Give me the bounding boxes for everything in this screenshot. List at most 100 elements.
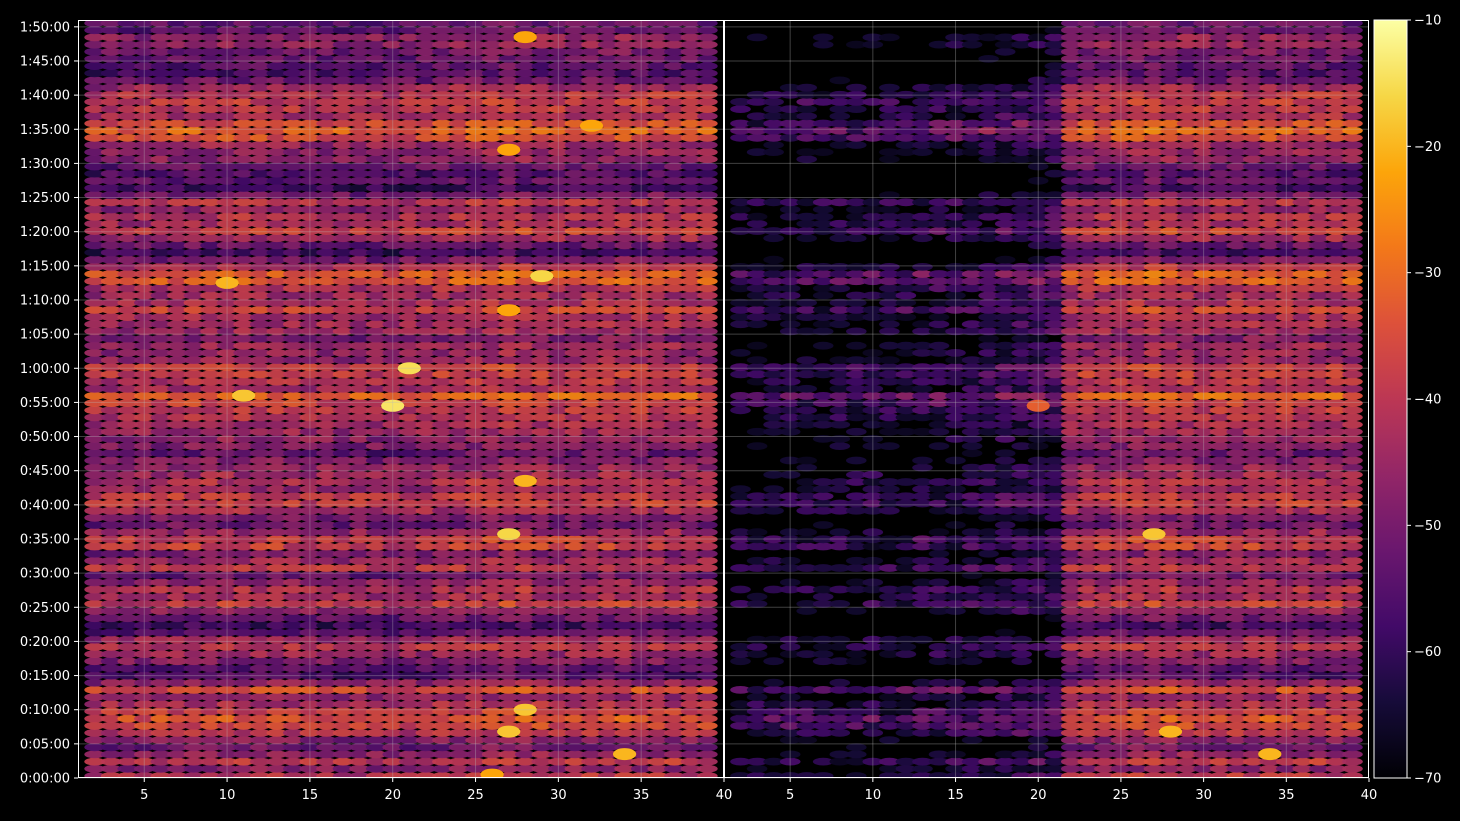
heat-cell — [697, 392, 718, 400]
heat-cell — [697, 593, 718, 601]
heat-cell — [1342, 665, 1363, 673]
heat-cell — [697, 306, 718, 314]
heat-cell — [1342, 758, 1363, 766]
heat-cell — [846, 657, 867, 665]
heat-cell — [747, 600, 768, 608]
heat-cell — [747, 693, 768, 701]
heat-cell — [697, 227, 718, 235]
heat-cell — [962, 657, 983, 665]
hot-spot — [232, 390, 255, 402]
heat-cell — [697, 62, 718, 70]
heat-cell — [697, 600, 718, 608]
heat-cell — [1342, 622, 1363, 630]
heat-cell — [697, 758, 718, 766]
heat-cell — [1342, 657, 1363, 665]
heat-cell — [830, 636, 851, 644]
heat-cell — [730, 586, 751, 594]
heat-cell — [1342, 686, 1363, 694]
heat-cell — [846, 650, 867, 658]
hot-spot — [530, 270, 553, 282]
heat-cell — [697, 206, 718, 214]
heat-cell — [813, 593, 834, 601]
heat-cell — [697, 729, 718, 737]
heat-cell — [1342, 650, 1363, 658]
heat-cell — [1011, 657, 1032, 665]
heat-cell — [697, 342, 718, 350]
heat-cell — [796, 607, 817, 615]
heat-cell — [747, 650, 768, 658]
heat-cell — [697, 34, 718, 42]
heat-cell — [697, 399, 718, 407]
heat-cell — [747, 765, 768, 773]
heat-cell — [1342, 571, 1363, 579]
heat-cell — [697, 26, 718, 34]
heat-cell — [697, 571, 718, 579]
heat-cell — [697, 665, 718, 673]
heat-cell — [697, 751, 718, 759]
heat-cell — [896, 700, 917, 708]
heat-cell — [747, 643, 768, 651]
heat-cell — [697, 184, 718, 192]
heat-cell — [697, 234, 718, 242]
heat-cell — [697, 557, 718, 565]
heat-cell — [697, 514, 718, 522]
heat-cell — [1342, 600, 1363, 608]
heat-cell — [697, 492, 718, 500]
heat-cell — [1342, 736, 1363, 744]
heat-cell — [697, 141, 718, 149]
heat-cell — [697, 170, 718, 178]
heat-cell — [697, 363, 718, 371]
hot-spot — [613, 748, 636, 760]
heat-cell — [697, 84, 718, 92]
heat-cell — [1342, 579, 1363, 587]
hot-spot — [497, 144, 520, 156]
heat-cell — [1342, 729, 1363, 737]
heat-cell — [697, 686, 718, 694]
heat-cell — [978, 550, 999, 558]
heat-cell — [697, 270, 718, 278]
heat-cell — [697, 629, 718, 637]
heat-cell — [697, 256, 718, 264]
heat-cell — [697, 155, 718, 163]
heat-cell — [1342, 557, 1363, 565]
hot-spot — [497, 528, 520, 540]
heat-cell — [697, 722, 718, 730]
heat-cell — [697, 507, 718, 515]
heat-cell — [697, 177, 718, 185]
heat-cell — [1342, 550, 1363, 558]
heat-cell — [879, 736, 900, 744]
heat-cell — [1342, 614, 1363, 622]
heat-cell — [697, 736, 718, 744]
heat-cell — [697, 292, 718, 300]
heat-cell — [697, 743, 718, 751]
heat-cell — [1011, 650, 1032, 658]
heat-cell — [697, 586, 718, 594]
hot-spot — [514, 475, 537, 487]
heat-cell — [813, 772, 834, 780]
heat-cell — [697, 471, 718, 479]
heat-cell — [763, 657, 784, 665]
heat-cell — [697, 607, 718, 615]
heat-cell — [813, 700, 834, 708]
right-panel — [730, 19, 1363, 780]
heat-cell — [697, 41, 718, 49]
heat-cell — [697, 378, 718, 386]
heat-cell — [697, 478, 718, 486]
heat-cell — [697, 579, 718, 587]
heat-cell — [697, 277, 718, 285]
heat-cell — [1342, 586, 1363, 594]
heat-cell — [1342, 636, 1363, 644]
heat-cell — [846, 743, 867, 751]
heat-cell — [697, 564, 718, 572]
heat-cell — [995, 629, 1016, 637]
heat-cell — [697, 679, 718, 687]
heat-cell — [912, 636, 933, 644]
heat-cell — [697, 636, 718, 644]
heat-cell — [697, 371, 718, 379]
heat-cell — [697, 356, 718, 364]
heat-cell — [1342, 679, 1363, 687]
heat-cell — [1342, 643, 1363, 651]
heat-cell — [929, 579, 950, 587]
heat-cell — [697, 650, 718, 658]
